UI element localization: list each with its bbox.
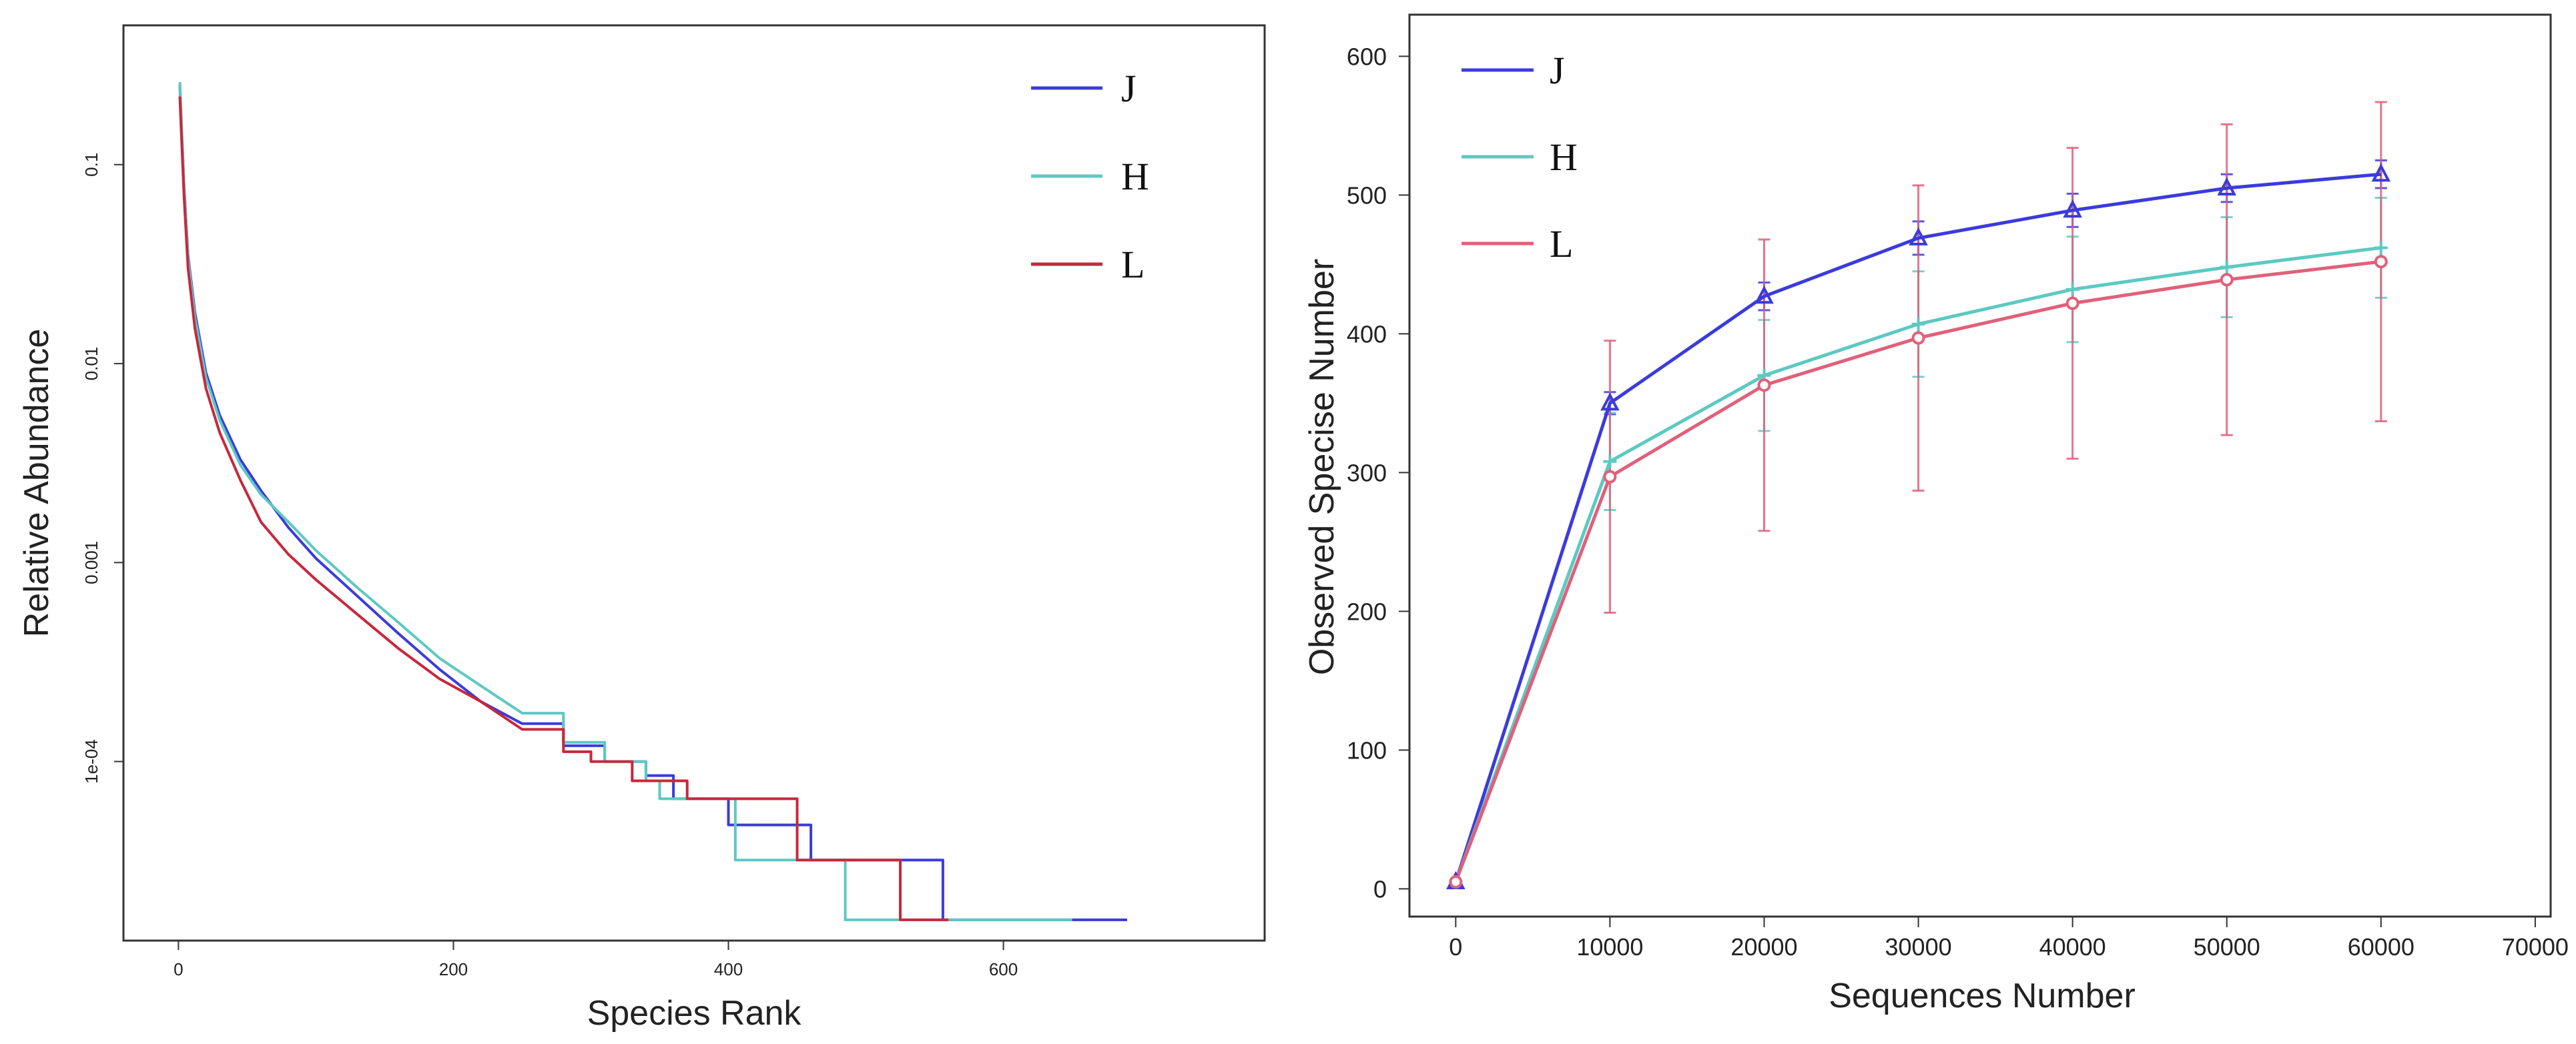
left-plot-frame — [122, 24, 1266, 942]
right-point-j-20000 — [1754, 285, 1774, 304]
left-x-axis-title: Species Rank — [587, 994, 802, 1033]
left-series-lines — [178, 81, 1127, 921]
left-legend-label-l: L — [1121, 243, 1145, 286]
right-error-bars — [1604, 101, 2387, 614]
right-series-line-j — [1454, 172, 2382, 883]
right-legend-label-l: L — [1550, 222, 1573, 266]
right-x-ticks: 0 10000 20000 30000 40000 50000 60000 70000 — [1449, 917, 2569, 961]
left-y-axis-title: Relative Abundance — [17, 329, 56, 638]
right-point-l-30000 — [1911, 331, 1925, 345]
right-series-markers — [1446, 163, 2391, 889]
right-point-h-40000 — [2065, 282, 2079, 296]
left-series-line-h — [178, 81, 1072, 921]
left-x-tick-label-200: 200 — [439, 959, 468, 979]
right-y-tick-label-0: 0 — [1373, 875, 1387, 903]
right-point-h-30000 — [1911, 317, 1925, 331]
right-legend: JHL — [1462, 49, 1578, 266]
right-point-l-10000 — [1603, 470, 1617, 484]
right-legend-label-j: J — [1550, 49, 1565, 92]
right-point-h-50000 — [2220, 260, 2234, 274]
right-x-tick-label-20000: 20000 — [1730, 933, 1797, 961]
right-x-tick-label-40000: 40000 — [2039, 933, 2106, 961]
right-y-axis-title: Observed Specise Number — [1303, 259, 1341, 675]
right-point-l-0 — [1449, 875, 1463, 889]
right-y-tick-label-400: 400 — [1347, 320, 1387, 348]
left-legend: J H L — [1031, 67, 1149, 286]
right-point-j-30000 — [1909, 227, 1928, 245]
right-x-tick-label-70000: 70000 — [2502, 933, 2569, 961]
right-x-tick-label-0: 0 — [1449, 933, 1462, 961]
right-x-tick-label-10000: 10000 — [1576, 933, 1643, 961]
right-point-j-40000 — [2063, 199, 2082, 218]
left-legend-label-j: J — [1121, 67, 1137, 110]
left-x-tick-label-0: 0 — [174, 959, 183, 979]
right-x-tick-label-30000: 30000 — [1885, 933, 1952, 961]
right-x-axis-title: Sequences Number — [1829, 977, 2136, 1015]
rank-abundance-chart: 0 200 400 600 0.1 0.01 0.001 1e-04 Species Ran… — [17, 24, 1266, 1033]
left-legend-label-h: H — [1121, 155, 1149, 198]
left-y-tick-label-0-001: 0.001 — [81, 541, 101, 584]
right-y-tick-label-600: 600 — [1347, 43, 1387, 70]
right-point-l-50000 — [2220, 273, 2234, 287]
right-point-j-50000 — [2217, 177, 2237, 195]
left-x-ticks: 0 200 400 600 — [174, 941, 1018, 979]
right-plot-frame — [1408, 13, 2552, 918]
left-x-tick-label-600: 600 — [989, 959, 1018, 979]
right-legend-label-h: H — [1550, 135, 1578, 179]
right-y-tick-label-300: 300 — [1347, 459, 1387, 486]
right-point-h-60000 — [2374, 241, 2388, 255]
right-point-h-10000 — [1603, 454, 1617, 468]
right-point-j-10000 — [1600, 392, 1620, 411]
right-y-ticks: 0 100 200 300 400 500 600 — [1347, 43, 1409, 903]
right-y-tick-label-100: 100 — [1347, 736, 1387, 764]
left-series-line-l — [178, 96, 949, 921]
right-point-l-40000 — [2065, 296, 2079, 310]
right-y-tick-label-200: 200 — [1347, 598, 1387, 625]
right-point-l-20000 — [1757, 378, 1771, 392]
left-y-tick-label-1e-04: 1e-04 — [81, 739, 101, 784]
rarefaction-chart: 0 10000 20000 30000 40000 50000 60000 70000 0 10… — [1303, 13, 2569, 1015]
left-x-tick-label-400: 400 — [714, 959, 743, 979]
right-x-tick-label-50000: 50000 — [2194, 933, 2260, 961]
right-y-tick-label-500: 500 — [1347, 181, 1387, 209]
right-x-tick-label-60000: 60000 — [2348, 933, 2414, 961]
left-y-tick-label-0-01: 0.01 — [81, 347, 101, 381]
right-point-l-60000 — [2374, 255, 2388, 269]
left-series-line-j — [178, 85, 1127, 921]
right-point-j-60000 — [2371, 163, 2391, 182]
left-y-ticks: 0.1 0.01 0.001 1e-04 — [81, 153, 123, 784]
left-y-tick-label-0-1: 0.1 — [81, 153, 101, 177]
